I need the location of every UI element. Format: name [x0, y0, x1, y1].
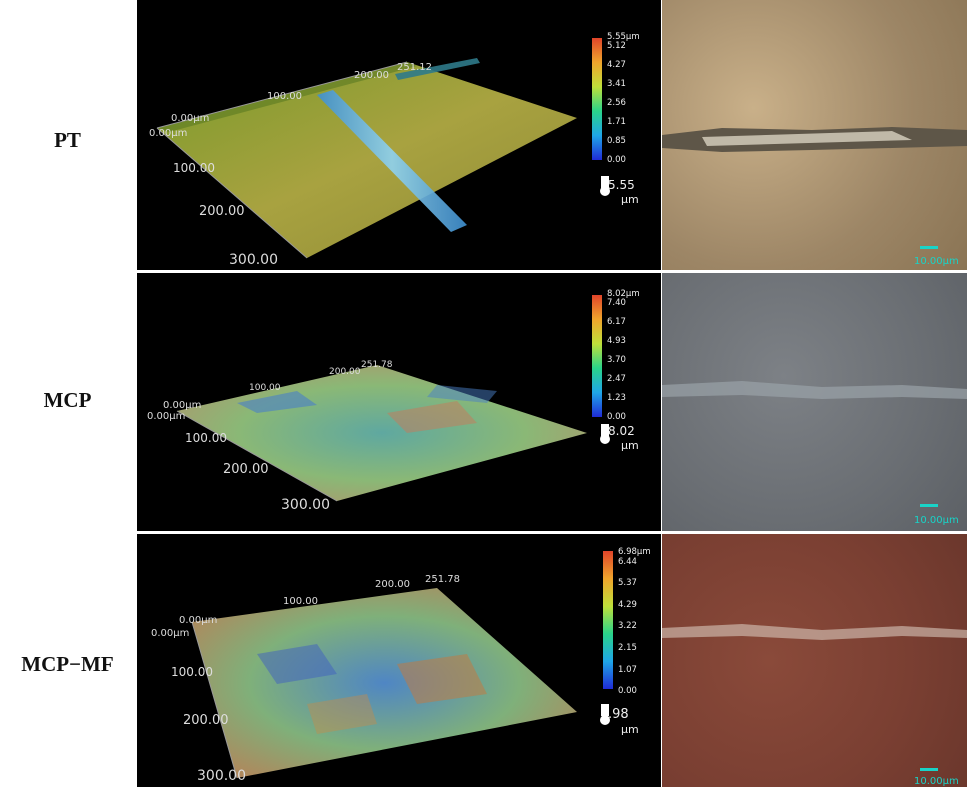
colorbar-tick: 0.00	[618, 686, 637, 696]
pin-icon	[600, 186, 610, 196]
scale-bar-label: 10.00µm	[914, 256, 959, 267]
colorbar-tick: 4.93	[607, 336, 626, 346]
x-axis-origin: 0.00µm	[171, 113, 209, 124]
colorbar-tick: 3.22	[618, 621, 637, 631]
micrograph-mcp: 10.00µm	[662, 273, 967, 531]
colorbar-tick: 5.37	[618, 578, 637, 588]
x-axis-origin: 0.00µm	[163, 400, 201, 411]
row-label-mcp: MCP	[43, 388, 92, 412]
x-axis-tick: 100.00	[249, 383, 281, 393]
y-axis-tick: 200.00	[199, 204, 245, 219]
surface-3d-plot-mcp-mf: 100.00 200.00 251.78 0.00µm 0.00µm 100.0…	[137, 534, 661, 787]
x-axis-tick: 200.00	[354, 70, 389, 81]
colorbar	[603, 551, 613, 689]
y-axis-origin: 0.00µm	[151, 628, 189, 639]
x-axis-tick: 251.78	[361, 360, 393, 370]
y-axis-origin: 0.00µm	[147, 411, 185, 422]
row-label-mcp-mf: MCP−MF	[21, 652, 114, 676]
colorbar-tick: 7.40	[607, 298, 626, 308]
y-axis-tick: 100.00	[173, 161, 215, 175]
colorbar-max-label: 6.98µm	[618, 547, 651, 557]
colorbar-tick: 3.70	[607, 355, 626, 365]
wear-track	[317, 90, 467, 232]
colorbar-tick: 2.56	[607, 98, 626, 108]
colorbar-tick: 1.23	[607, 393, 626, 403]
colorbar-tick: 2.15	[618, 643, 637, 653]
z-unit: µm	[621, 723, 639, 736]
colorbar-tick: 1.71	[607, 117, 626, 127]
y-axis-tick: 300.00	[281, 497, 330, 513]
x-axis-origin: 0.00µm	[179, 615, 217, 626]
colorbar-tick: 1.07	[618, 665, 637, 675]
colorbar-tick: 3.41	[607, 79, 626, 89]
colorbar	[592, 38, 602, 160]
row-label-pt: PT	[54, 128, 81, 152]
colorbar	[592, 295, 602, 417]
pin-icon	[600, 715, 610, 725]
y-axis-tick: 300.00	[229, 252, 278, 268]
x-axis-tick: 200.00	[329, 367, 361, 377]
colorbar-max-label: 8.02µm	[607, 289, 640, 299]
colorbar-tick: 4.29	[618, 600, 637, 610]
z-max-value: 8.02	[608, 424, 635, 438]
wear-scar	[662, 624, 967, 640]
colorbar-tick: 0.00	[607, 155, 626, 165]
z-max-value: .98	[608, 707, 629, 722]
colorbar-tick: 0.85	[607, 136, 626, 146]
colorbar-tick: 2.47	[607, 374, 626, 384]
scale-bar-label: 10.00µm	[914, 776, 959, 787]
row-divider	[137, 531, 967, 534]
colorbar-max-label: 5.55µm	[607, 32, 640, 42]
x-axis-tick: 100.00	[267, 91, 302, 102]
micrograph-mcp-mf: 10.00µm	[662, 534, 967, 787]
y-axis-tick: 200.00	[223, 462, 269, 477]
colorbar-tick: 6.17	[607, 317, 626, 327]
z-max-value: 5.55	[608, 178, 635, 192]
surface-mesh	[157, 62, 577, 258]
z-unit: µm	[621, 193, 639, 206]
colorbar-tick: 4.27	[607, 60, 626, 70]
y-axis-tick: 100.00	[185, 431, 227, 445]
y-axis-origin: 0.00µm	[149, 128, 187, 139]
y-axis-tick: 200.00	[183, 713, 229, 728]
y-axis-tick: 300.00	[197, 768, 246, 784]
x-axis-tick: 251.78	[425, 574, 460, 585]
row-divider	[137, 270, 967, 273]
scale-bar-label: 10.00µm	[914, 515, 959, 526]
colorbar-tick: 5.12	[607, 41, 626, 51]
surface-3d-plot-pt: 100.00 200.00 251.12 0.00µm 0.00µm 100.0…	[137, 0, 661, 270]
surface-3d-plot-mcp: 100.00 200.00 251.78 0.00µm 0.00µm 100.0…	[137, 273, 661, 531]
colorbar-tick: 0.00	[607, 412, 626, 422]
x-axis-tick: 251.12	[397, 62, 432, 73]
micrograph-pt: 10.00µm	[662, 0, 967, 270]
surface-mesh	[192, 588, 577, 778]
y-axis-tick: 100.00	[171, 665, 213, 679]
x-axis-tick: 100.00	[283, 596, 318, 607]
colorbar-tick: 6.44	[618, 557, 637, 567]
surface-mesh	[177, 365, 587, 501]
z-unit: µm	[621, 439, 639, 452]
wear-scar	[662, 381, 967, 399]
x-axis-tick: 200.00	[375, 579, 410, 590]
pin-icon	[600, 434, 610, 444]
